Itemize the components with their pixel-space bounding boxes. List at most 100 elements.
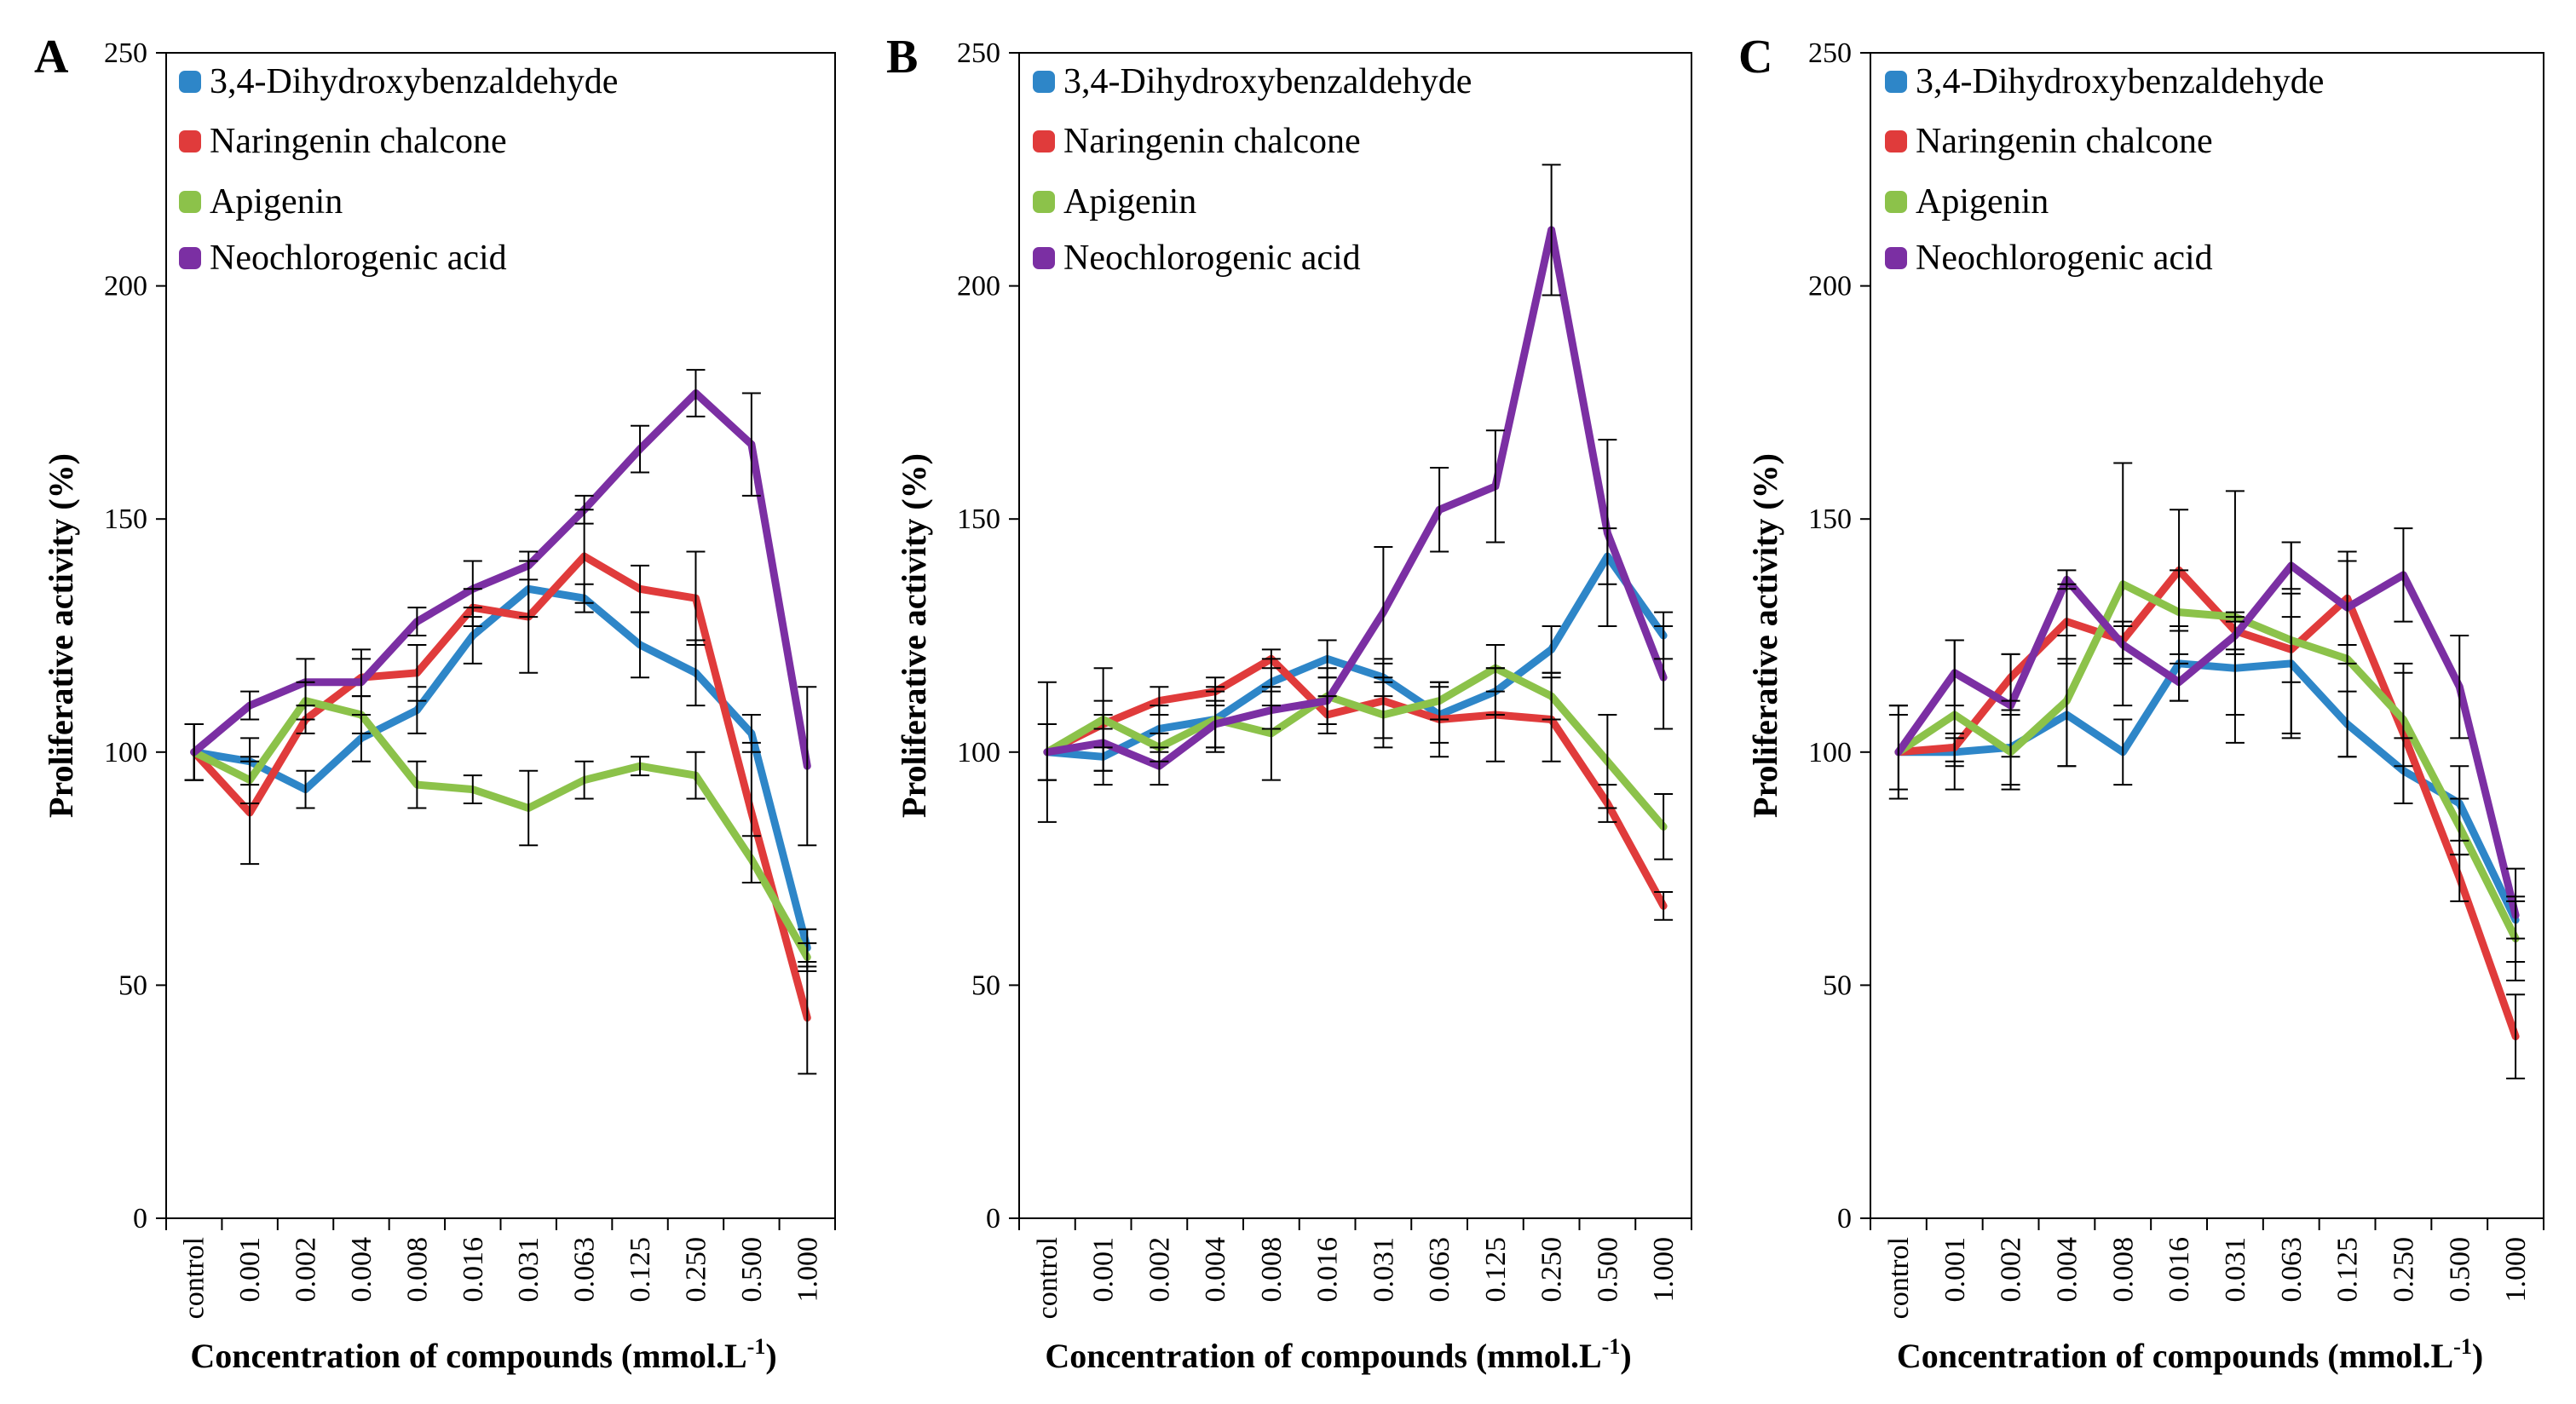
x-category-label: 0.004: [2051, 1237, 2083, 1303]
x-category-label: 0.250: [2388, 1237, 2419, 1303]
y-tick-label: 0: [986, 1203, 1000, 1234]
x-category-label: control: [179, 1237, 210, 1319]
y-axis-title: Proliferative activity (%): [1746, 453, 1784, 818]
error-bar: [798, 942, 817, 972]
error-bar: [463, 560, 482, 619]
error-bar: [2506, 993, 2526, 1079]
panel-letter: A: [34, 31, 69, 83]
error-bar: [1598, 714, 1617, 809]
legend-label: 3,4-Dihydroxybenzaldehyde: [210, 62, 618, 101]
chart-panel-b: B 0 50 100 150 200 250 control 0.001 0.002 0.004 0.…: [886, 31, 1692, 1375]
x-axis-title-superscript: -1: [2453, 1334, 2472, 1359]
error-bar: [2170, 569, 2189, 655]
legend-label: Apigenin: [210, 182, 343, 222]
legend-swatch: [1885, 71, 1907, 93]
legend-swatch: [1033, 71, 1055, 93]
error-bar: [2337, 550, 2357, 665]
y-tick-label: 0: [133, 1203, 147, 1234]
y-tick-label: 150: [104, 503, 147, 535]
error-bar: [741, 835, 761, 884]
x-category-label: 0.016: [2164, 1237, 2195, 1303]
x-axis-title-main: Concentration of compounds (mmol.L: [1897, 1337, 2453, 1375]
x-category-label: 0.004: [1200, 1237, 1231, 1303]
x-category-label: 1.000: [792, 1237, 823, 1303]
series-line-0: [190, 584, 811, 952]
plot-frame: [1018, 52, 1692, 1219]
x-axis-title: Concentration of compounds (mmol.L-1): [1045, 1334, 1631, 1375]
error-bar: [574, 760, 594, 800]
x-category-label: 0.001: [1939, 1237, 1971, 1303]
y-tick-label: 200: [1808, 271, 1852, 302]
y-tick-label: 150: [957, 503, 1000, 535]
legend-label: Neochlorogenic acid: [1063, 239, 1361, 278]
error-bar: [574, 494, 594, 525]
error-bar: [1374, 546, 1393, 679]
x-category-label: 0.125: [2332, 1237, 2364, 1303]
error-bar: [1654, 890, 1674, 921]
y-axis-title: Proliferative activity (%): [895, 453, 933, 818]
error-bar: [1261, 648, 1281, 670]
error-bar: [296, 658, 315, 707]
error-bar: [184, 722, 204, 781]
error-bar: [631, 756, 650, 777]
error-bar: [798, 686, 817, 847]
plot-frame: [1870, 52, 2544, 1219]
error-bar: [1317, 676, 1337, 725]
error-bar: [296, 769, 315, 809]
y-tick-label: 250: [104, 37, 147, 69]
error-bar: [2113, 462, 2133, 707]
legend-swatch: [1033, 130, 1055, 152]
x-category-label: control: [1032, 1237, 1063, 1319]
error-bar: [240, 756, 260, 804]
error-bar: [1150, 686, 1169, 716]
error-bar: [2001, 653, 2020, 758]
y-tick-label: 150: [1808, 503, 1852, 535]
error-bar: [1598, 439, 1617, 628]
legend-label: Neochlorogenic acid: [1916, 239, 2213, 278]
x-category-label: 0.500: [1592, 1237, 1623, 1303]
error-bar: [631, 424, 650, 474]
legend-swatch: [179, 71, 201, 93]
x-axis-title-close: ): [765, 1337, 776, 1375]
error-bar: [519, 769, 539, 847]
error-bar: [686, 369, 706, 417]
series-line-2: [190, 697, 811, 962]
error-bar: [407, 607, 427, 636]
error-bar: [519, 550, 539, 581]
x-category-label: 0.008: [2107, 1237, 2139, 1303]
series-line-1: [1894, 566, 2520, 1041]
x-category-label: 0.001: [1088, 1237, 1120, 1303]
legend-swatch: [1033, 191, 1055, 213]
y-tick-label: 200: [957, 271, 1000, 302]
y-tick-label: 250: [957, 37, 1000, 69]
panel-letter: C: [1738, 31, 1772, 83]
x-axis-title-superscript: -1: [747, 1334, 766, 1359]
chart-panel-c: C 0 50 100 150 200 250 control 0.001 0.002 0.004 0.…: [1738, 31, 2544, 1375]
x-axis-title-main: Concentration of compounds (mmol.L: [190, 1337, 746, 1375]
y-tick-label: 100: [104, 737, 147, 768]
x-category-label: 0.250: [1536, 1237, 1568, 1303]
legend-swatch: [179, 130, 201, 152]
error-bar: [631, 564, 650, 613]
x-category-label: 0.063: [569, 1237, 601, 1303]
error-bar: [407, 760, 427, 809]
x-category-label: 0.250: [680, 1237, 712, 1303]
error-bar: [1037, 722, 1057, 781]
error-bar: [407, 643, 427, 702]
legend-swatch: [179, 247, 201, 269]
x-category-label: 0.016: [458, 1237, 489, 1303]
error-bar: [1261, 690, 1281, 730]
series-line-2: [1043, 664, 1668, 831]
error-bar: [798, 961, 817, 1075]
error-bar: [1093, 714, 1113, 772]
x-category-label: 0.004: [346, 1237, 377, 1303]
error-bar: [2281, 541, 2301, 590]
y-tick-label: 100: [1808, 737, 1852, 768]
error-bar: [2113, 625, 2133, 665]
error-bar: [2450, 635, 2469, 739]
x-category-label: 0.008: [401, 1237, 433, 1303]
error-bar: [1654, 793, 1674, 860]
x-axis-title: Concentration of compounds (mmol.L-1): [1897, 1334, 2483, 1375]
error-bar: [741, 392, 761, 497]
y-tick-label: 50: [118, 970, 147, 1001]
